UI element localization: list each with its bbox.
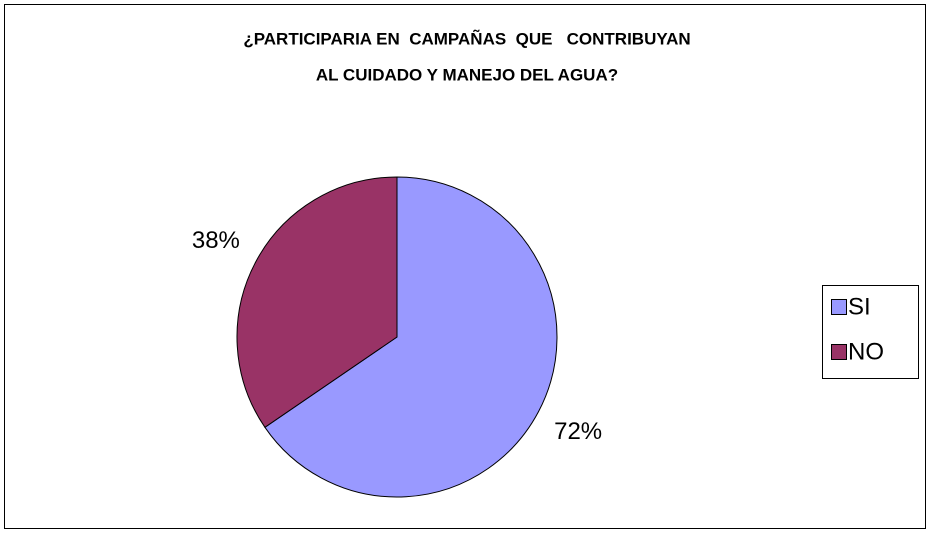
legend-swatch xyxy=(831,344,847,360)
chart-title: AL CUIDADO Y MANEJO DEL AGUA? xyxy=(316,65,618,84)
data-label: 72% xyxy=(554,418,602,445)
legend-label: NO xyxy=(848,338,884,365)
pie-slice xyxy=(264,176,558,498)
legend-swatch xyxy=(831,299,847,315)
pie-slice xyxy=(236,176,398,429)
legend-label: SI xyxy=(848,293,871,320)
chart-title: ¿PARTICIPARIA EN CAMPAÑAS QUE CONTRIBUYA… xyxy=(243,28,690,48)
data-label: 38% xyxy=(192,227,240,254)
